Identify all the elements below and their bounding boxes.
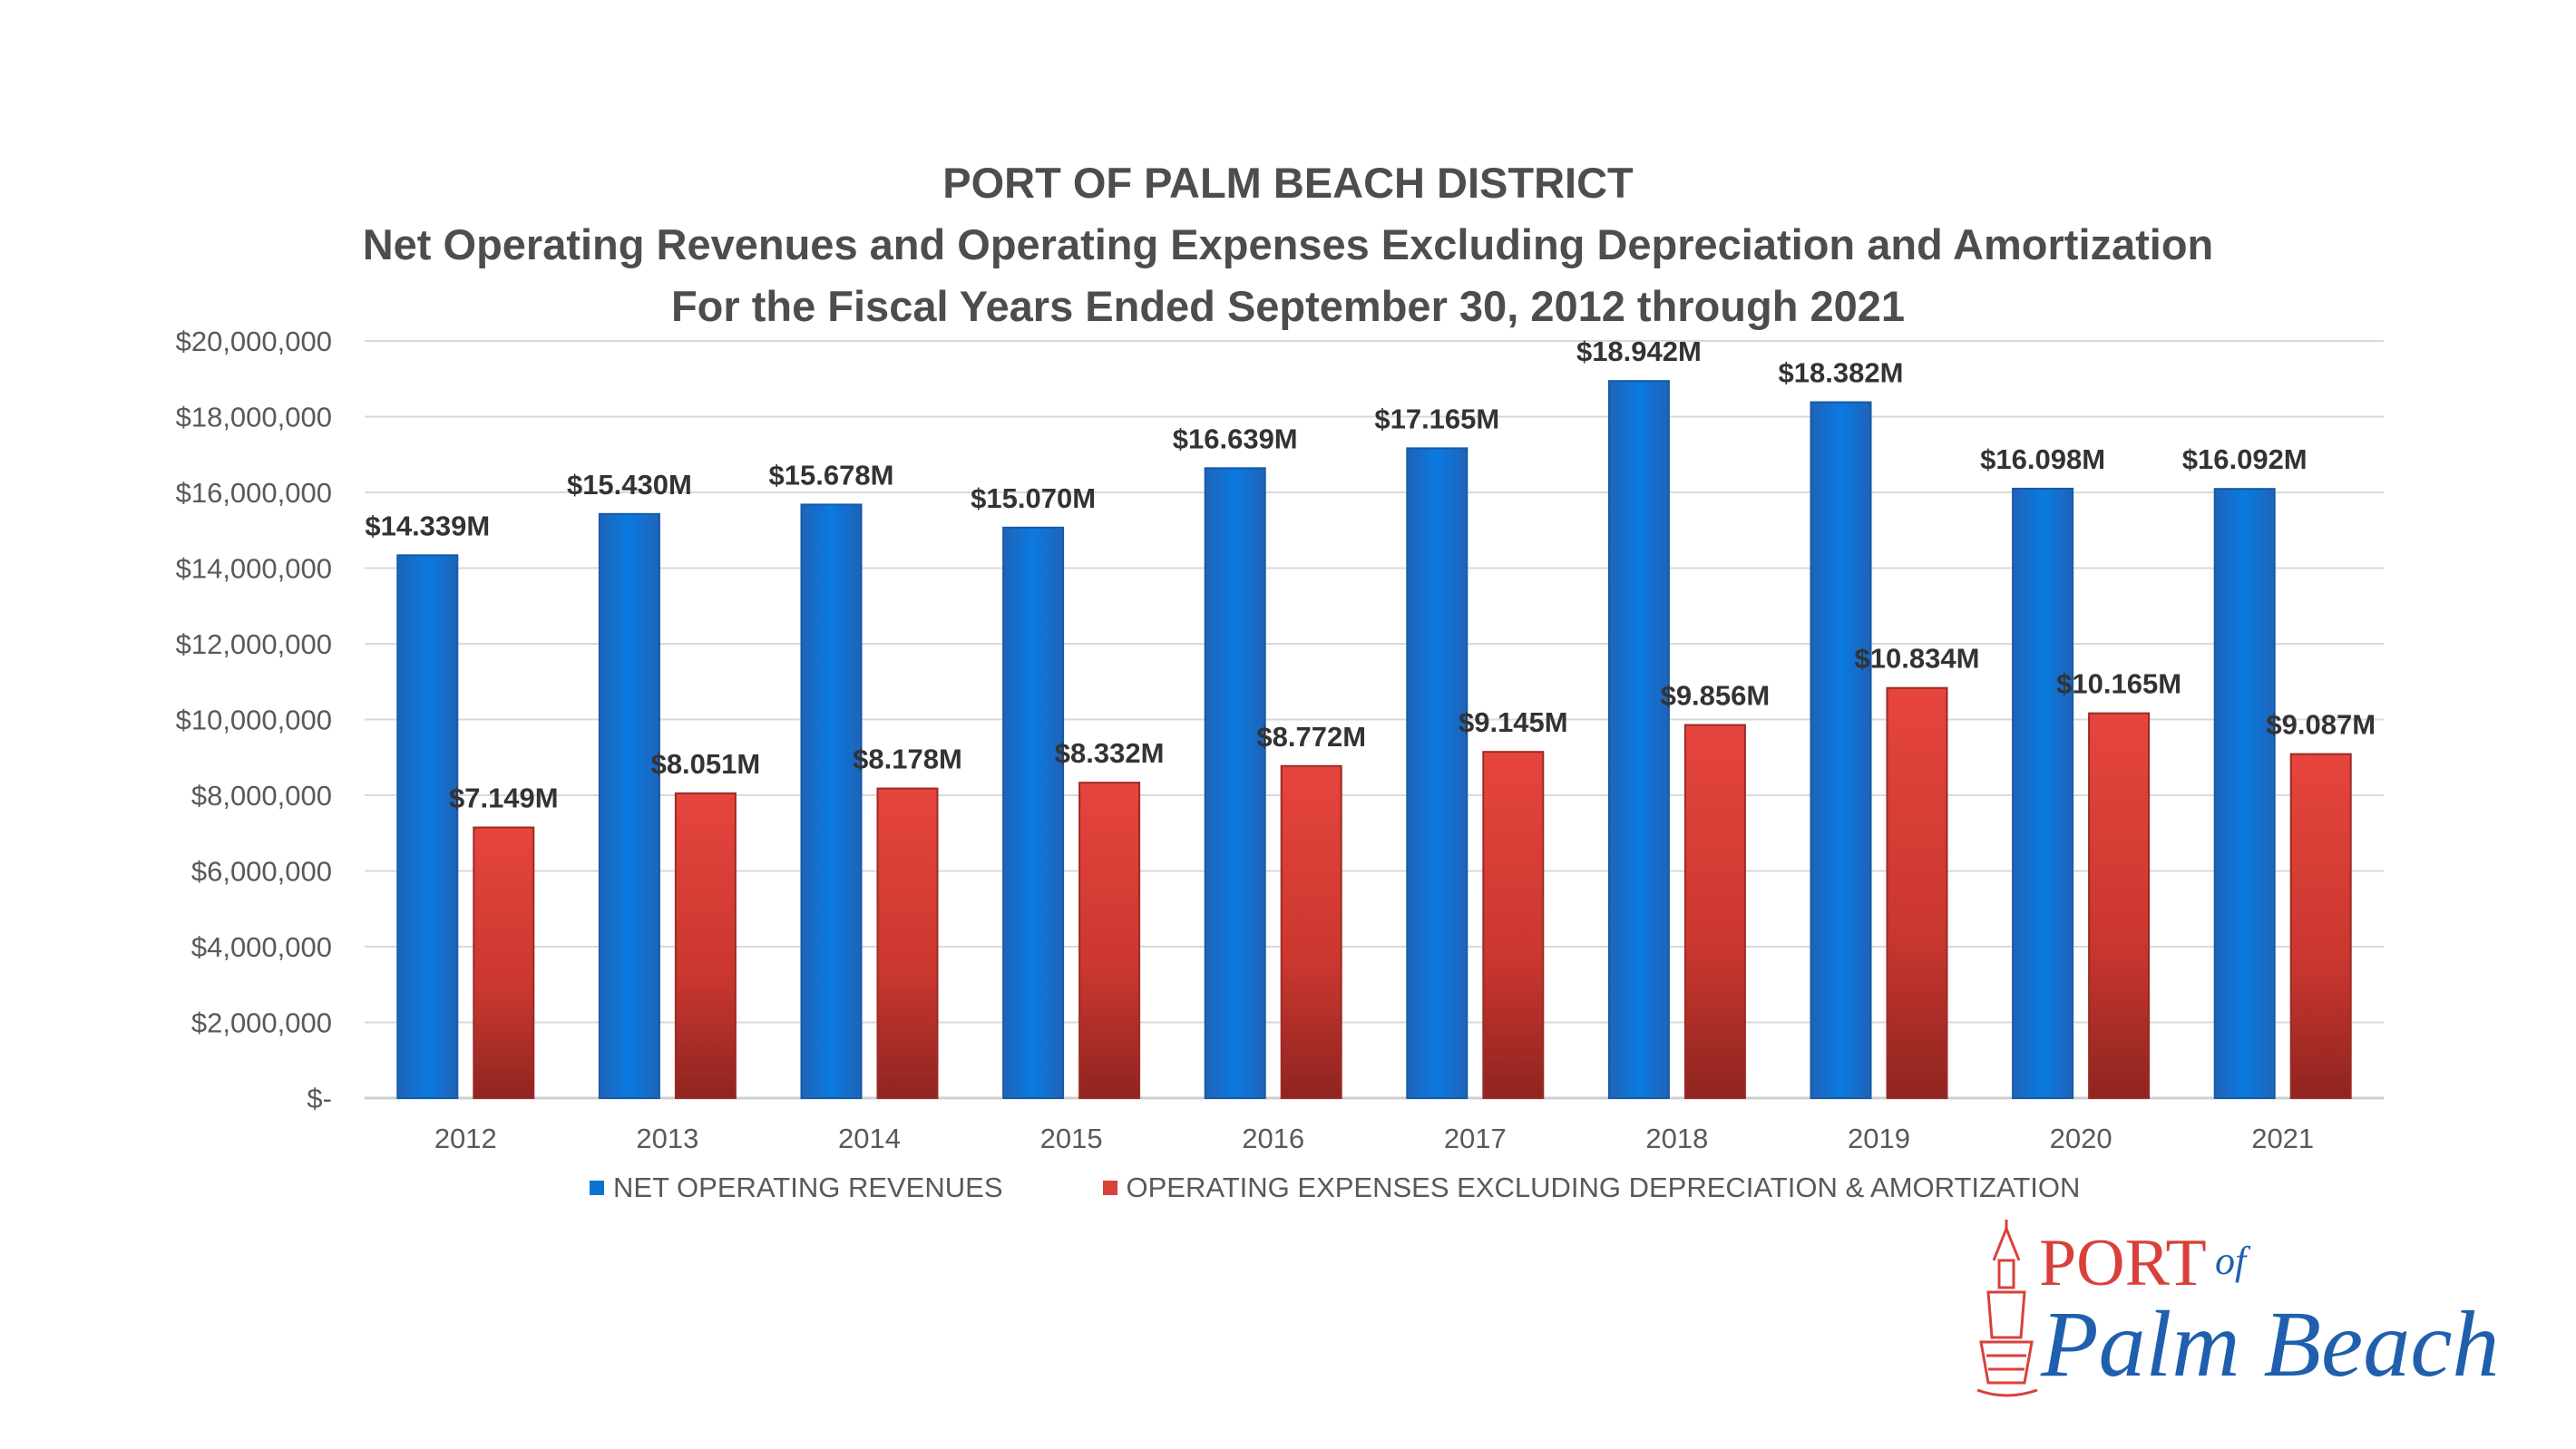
- y-tick-label: $16,000,000: [176, 477, 332, 509]
- revenue-bar-2014: [800, 503, 863, 1099]
- y-tick-label: $4,000,000: [191, 931, 332, 963]
- expense-label-2013: $8.051M: [651, 748, 761, 780]
- expense-label-2021: $9.087M: [2266, 709, 2376, 741]
- y-tick-label: $18,000,000: [176, 402, 332, 433]
- legend: NET OPERATING REVENUES OPERATING EXPENSE…: [590, 1170, 2180, 1206]
- expense-bar-2019: [1886, 686, 1948, 1099]
- y-tick-label: $8,000,000: [191, 780, 332, 812]
- expense-bar-2017: [1482, 751, 1545, 1099]
- x-axis-ticks: 2012 2013 2014 2015 2016 2017 2018 2019 2020 2021: [434, 1123, 2314, 1154]
- legend-label-expenses: OPERATING EXPENSES EXCLUDING DEPRECIATIO…: [1126, 1172, 2081, 1203]
- y-tick-label: $12,000,000: [176, 628, 332, 660]
- x-tick-label: 2016: [1242, 1123, 1304, 1154]
- expense-bar-2020: [2088, 712, 2151, 1100]
- revenue-label-2015: $15.070M: [971, 482, 1096, 514]
- port-of-palm-beach-logo: PORT of Palm Beach: [1976, 1220, 2499, 1397]
- logo-of-text: of: [2215, 1239, 2251, 1283]
- x-tick-label: 2014: [838, 1123, 901, 1154]
- logo-port-text: PORT: [2039, 1226, 2207, 1300]
- revenue-label-2019: $18.382M: [1779, 357, 1904, 389]
- logo-palm-beach-text: Palm Beach: [2040, 1292, 2499, 1396]
- revenue-bar-2021: [2213, 488, 2276, 1099]
- revenue-label-2021: $16.092M: [2182, 443, 2308, 475]
- x-tick-label: 2019: [1848, 1123, 1910, 1154]
- expense-label-2020: $10.165M: [2056, 668, 2181, 700]
- expense-label-2019: $10.834M: [1855, 643, 1980, 675]
- revenue-bar-2020: [2012, 487, 2074, 1099]
- expense-label-2014: $8.178M: [853, 744, 962, 775]
- y-tick-label: $-: [307, 1083, 332, 1114]
- expense-label-2017: $9.145M: [1459, 706, 1568, 738]
- legend-item-revenues: NET OPERATING REVENUES: [590, 1172, 1003, 1204]
- legend-item-expenses: OPERATING EXPENSES EXCLUDING DEPRECIATIO…: [1102, 1172, 2081, 1204]
- revenue-bar-2013: [598, 512, 660, 1099]
- ship-bow-icon: [1976, 1220, 2038, 1397]
- y-tick-label: $6,000,000: [191, 856, 332, 888]
- expense-label-2018: $9.856M: [1661, 680, 1771, 712]
- expense-label-2012: $7.149M: [449, 783, 559, 814]
- revenue-bar-2017: [1406, 447, 1469, 1099]
- legend-swatch-expenses: [1102, 1181, 1117, 1195]
- x-tick-label: 2017: [1444, 1123, 1507, 1154]
- revenue-label-2018: $18.942M: [1576, 336, 1702, 367]
- revenue-label-2020: $16.098M: [1980, 443, 2105, 475]
- revenue-label-2012: $14.339M: [365, 510, 490, 541]
- revenue-label-2017: $17.165M: [1374, 403, 1499, 434]
- revenue-label-2014: $15.678M: [769, 459, 894, 491]
- revenue-bar-2016: [1204, 467, 1266, 1099]
- y-tick-label: $10,000,000: [176, 705, 332, 736]
- chart-title: PORT OF PALM BEACH DISTRICT: [942, 159, 1634, 207]
- chart-titles: PORT OF PALM BEACH DISTRICT Net Operatin…: [0, 152, 2576, 337]
- expense-label-2016: $8.772M: [1256, 721, 1366, 753]
- y-axis-ticks: $- $2,000,000 $4,000,000 $6,000,000 $8,000,0…: [176, 326, 332, 1114]
- revenue-bar-2018: [1607, 380, 1670, 1099]
- expense-bar-2015: [1078, 782, 1141, 1099]
- expense-bar-2021: [2289, 753, 2352, 1099]
- y-tick-label: $2,000,000: [191, 1007, 332, 1039]
- revenue-bar-2015: [1002, 526, 1065, 1099]
- revenue-label-2016: $16.639M: [1173, 423, 1298, 454]
- x-tick-label: 2013: [636, 1123, 698, 1154]
- chart-subtitle-2: For the Fiscal Years Ended September 30,…: [670, 282, 1906, 330]
- expense-bar-2012: [473, 826, 535, 1099]
- revenue-bar-2012: [396, 554, 459, 1099]
- x-tick-label: 2018: [1645, 1123, 1708, 1154]
- chart-subtitle-1: Net Operating Revenues and Operating Exp…: [362, 220, 2214, 268]
- expense-bar-2016: [1280, 764, 1342, 1099]
- legend-swatch-revenues: [590, 1181, 604, 1195]
- y-tick-label: $14,000,000: [176, 553, 332, 585]
- x-tick-label: 2012: [434, 1123, 497, 1154]
- x-tick-label: 2021: [2251, 1123, 2314, 1154]
- x-tick-label: 2020: [2050, 1123, 2113, 1154]
- y-tick-label: $20,000,000: [176, 326, 332, 357]
- revenue-label-2013: $15.430M: [567, 469, 692, 501]
- data-labels: $14.339M $7.149M $15.430M $8.051M $15.678M $8…: [365, 336, 2376, 813]
- expense-bar-2014: [876, 787, 939, 1099]
- x-tick-label: 2015: [1040, 1123, 1103, 1154]
- revenue-bar-2019: [1810, 401, 1872, 1099]
- expense-bar-2018: [1683, 724, 1746, 1100]
- expense-bar-2013: [674, 792, 737, 1099]
- legend-label-revenues: NET OPERATING REVENUES: [613, 1172, 1003, 1203]
- bars: [396, 380, 2352, 1100]
- expense-label-2015: $8.332M: [1055, 737, 1165, 769]
